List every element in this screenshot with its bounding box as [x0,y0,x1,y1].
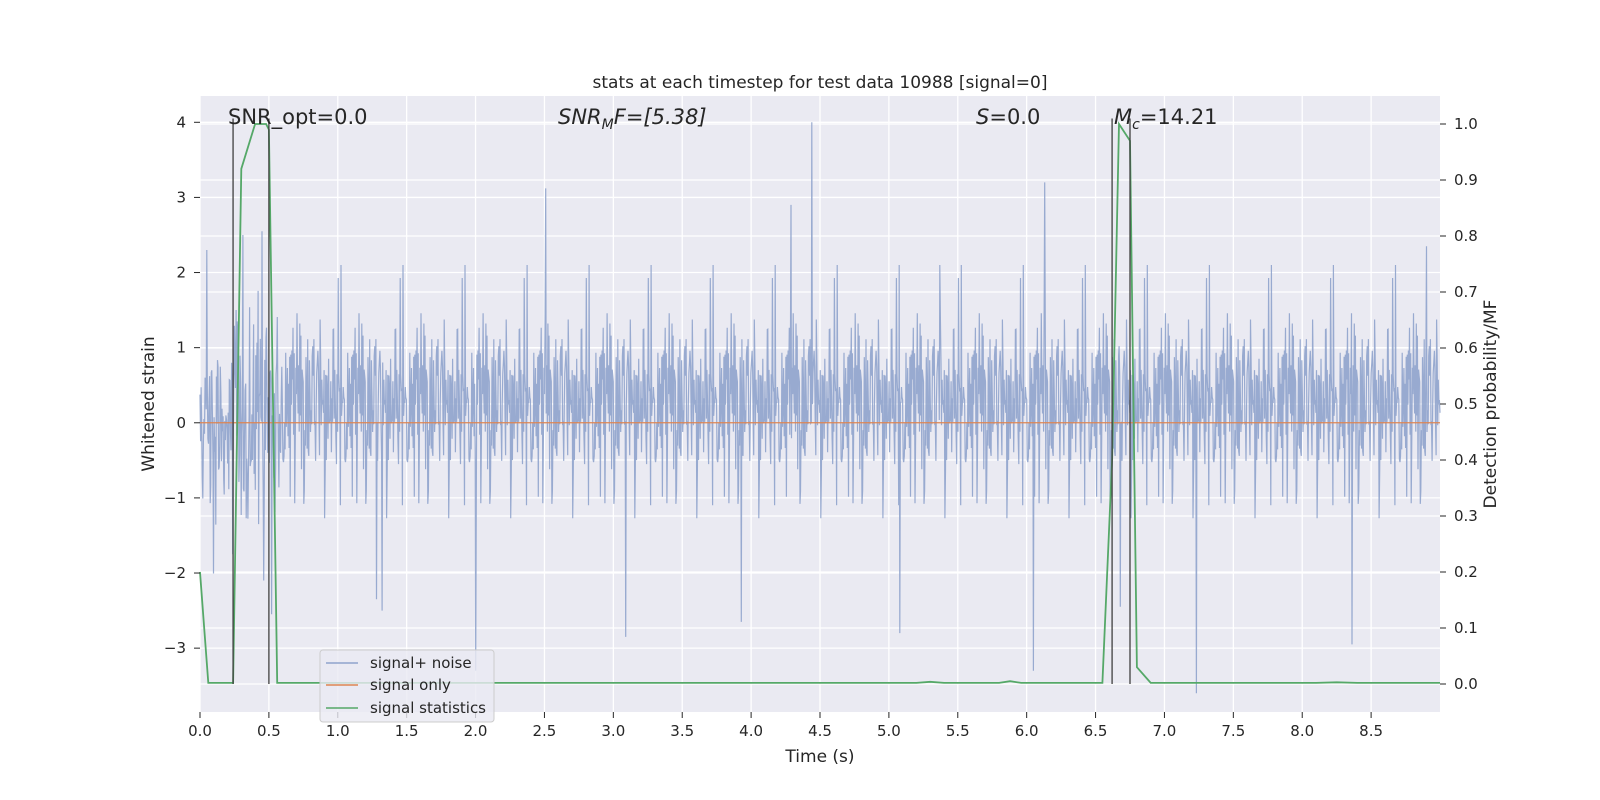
y2-tick-label: 0.7 [1454,283,1478,301]
y-tick-label: 1 [176,339,186,357]
y2-tick-label: 0.8 [1454,227,1478,245]
legend-label-signal-statistics: signal statistics [370,699,486,717]
marker-layer [232,118,1131,684]
y2-tick-label: 0.0 [1454,675,1478,693]
y2-tick-label: 0.1 [1454,619,1478,637]
y-tick-label: −1 [164,489,186,507]
x-tick-label: 5.5 [946,722,970,740]
x-tick-label: 3.5 [670,722,694,740]
annotation-snr-opt: SNR_opt=0.0 [228,105,368,130]
x-axis-label: Time (s) [784,747,854,767]
x-tick-label: 3.0 [601,722,625,740]
y2-axis-label: Detection probability/MF [1481,300,1501,509]
x-tick-label: 7.5 [1221,722,1245,740]
legend-box [319,649,495,723]
x-tick-label: 2.5 [533,722,557,740]
y-tick-label: −2 [164,564,186,582]
chart-title: stats at each timestep for test data 109… [593,73,1048,93]
x-tick-label: 0.5 [257,722,281,740]
y-tick-label: 0 [176,414,186,432]
annotation-snr-mf: SNRMF=[5.38] [558,105,707,133]
y-tick-label: 2 [176,264,186,282]
series-layer [199,121,1441,694]
y2-tick-label: 0.6 [1454,339,1478,357]
x-tick-label: 8.5 [1359,722,1383,740]
y-tick-label: 3 [176,188,186,206]
legend-label-signal-noise: signal+ noise [370,654,472,672]
y2-tick-label: 0.5 [1454,395,1478,413]
snr-mf-sub: M [602,117,614,133]
y2-tick-label: 0.2 [1454,563,1478,581]
x-tick-label: 6.0 [1015,722,1039,740]
x-tick-label: 5.0 [877,722,901,740]
x-tick-label: 0.0 [188,722,212,740]
x-ticks: 0.0 0.5 1.0 1.5 2.0 2.5 3.0 3.5 4.0 4.5 5.0 5.5 6.0 6… [188,712,1383,740]
legend-label-signal-only: signal only [370,676,451,694]
mc-rest: =14.21 [1140,105,1218,129]
y2-tick-label: 0.3 [1454,507,1478,525]
mc-sub: c [1132,117,1140,133]
x-tick-label: 8.0 [1290,722,1314,740]
y2-ticks: 1.0 0.9 0.8 0.7 0.6 0.5 0.4 0.3 0.2 0.1 0.0 [1440,115,1478,693]
series-line-signal-noise [199,122,1441,694]
s-rest: =0.0 [989,105,1040,129]
snr-mf-rest: F=[5.38] [614,105,707,129]
y2-tick-label: 0.9 [1454,171,1478,189]
mc-main: M [1114,105,1132,129]
x-tick-label: 2.0 [464,722,488,740]
annotation-mc: Mc=14.21 [1114,105,1218,133]
x-tick-label: 4.0 [739,722,763,740]
legend: signal+ noise signal only signal statist… [319,649,495,723]
y-tick-label: −3 [164,639,186,657]
x-tick-label: 7.0 [1153,722,1177,740]
x-tick-label: 1.5 [395,722,419,740]
x-tick-label: 4.5 [808,722,832,740]
snr-mf-main: SNR [558,105,602,129]
series-line-signal-statistics [199,121,1440,684]
x-tick-label: 1.0 [326,722,350,740]
x-tick-label: 6.5 [1084,722,1108,740]
y2-tick-label: 0.4 [1454,451,1478,469]
y-tick-label: 4 [176,113,186,131]
annotation-s: S=0.0 [976,105,1040,129]
y-ticks: 4 3 2 1 0 −1 −2 −3 [164,113,200,657]
y2-tick-label: 1.0 [1454,115,1478,133]
s-main: S [976,105,989,129]
y-axis-label: Whitened strain [139,336,159,471]
